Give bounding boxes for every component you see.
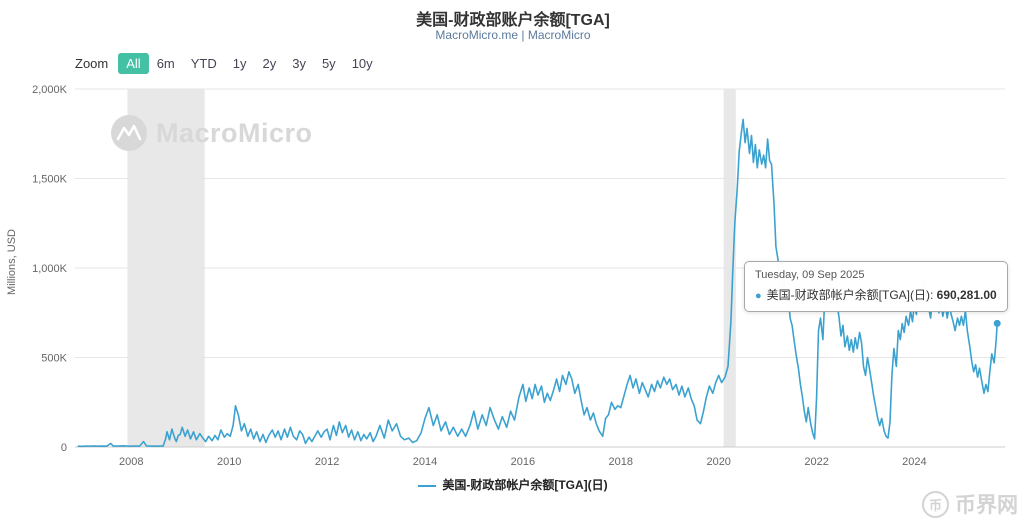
y-tick-label: 500K (41, 353, 67, 365)
zoom-button-2y[interactable]: 2y (262, 56, 277, 71)
x-tick-label: 2010 (217, 456, 241, 468)
tooltip-separator: : (929, 288, 937, 302)
y-tick-label: 1,500K (32, 174, 68, 186)
tooltip-series-label: 美国-财政部帐户余额[TGA](日) (766, 288, 930, 302)
coin-icon: 币 (922, 490, 949, 518)
chart-tooltip: Tuesday, 09 Sep 2025 ● 美国-财政部帐户余额[TGA](日)… (744, 261, 1008, 312)
y-tick-label: 0 (61, 442, 67, 454)
zoom-button-3y[interactable]: 3y (292, 56, 306, 71)
chart-plot-area[interactable]: 0 500K 1,000K 1,500K 2,000K 2008 2010 2012 2014 2… (0, 80, 1026, 475)
zoom-button-6m[interactable]: 6m (156, 56, 175, 71)
x-tick-label: 2020 (706, 456, 730, 468)
x-tick-label: 2014 (413, 456, 437, 468)
zoom-button-all[interactable]: All (118, 53, 149, 74)
zoom-label: Zoom (75, 56, 109, 71)
x-tick-label: 2012 (315, 456, 339, 468)
bijiewang-text: 币界网 (955, 494, 1018, 517)
chart-legend-item[interactable]: 美国-财政部帐户余额[TGA](日) (0, 476, 1026, 493)
range-selector: Zoom All 6m YTD 1y 2y 3y 5y 10y (75, 53, 381, 74)
series-line (77, 118, 998, 448)
zoom-buttons-group: All 6m YTD 1y 2y 3y 5y 10y (118, 53, 380, 74)
y-tick-label: 2,000K (32, 84, 68, 96)
zoom-button-10y[interactable]: 10y (351, 56, 373, 71)
series-dot-icon: ● (755, 290, 762, 302)
legend-label: 美国-财政部帐户余额[TGA](日) (442, 478, 608, 492)
tooltip-date: Tuesday, 09 Sep 2025 (755, 269, 865, 281)
zoom-button-1y[interactable]: 1y (232, 56, 247, 71)
zoom-button-ytd[interactable]: YTD (190, 56, 217, 71)
last-point-marker (993, 319, 1001, 327)
page-title: 美国-财政部账户余额[TGA] (416, 12, 610, 29)
x-tick-label: 2018 (609, 456, 633, 468)
tooltip-value: 690,281.00 (936, 288, 997, 302)
x-tick-label: 2016 (511, 456, 535, 468)
bijiewang-watermark: 币 币界网 (922, 489, 1018, 519)
x-tick-label: 2022 (804, 456, 828, 468)
x-tick-label: 2008 (119, 456, 143, 468)
page-subtitle: MacroMicro.me | MacroMicro (435, 28, 591, 42)
y-tick-label: 1,000K (32, 263, 68, 275)
tooltip-series-row: ● 美国-财政部帐户余额[TGA](日): 690,281.00 (755, 286, 997, 303)
zoom-button-5y[interactable]: 5y (321, 56, 336, 71)
x-tick-label: 2024 (902, 456, 926, 468)
legend-line-icon (418, 484, 437, 487)
